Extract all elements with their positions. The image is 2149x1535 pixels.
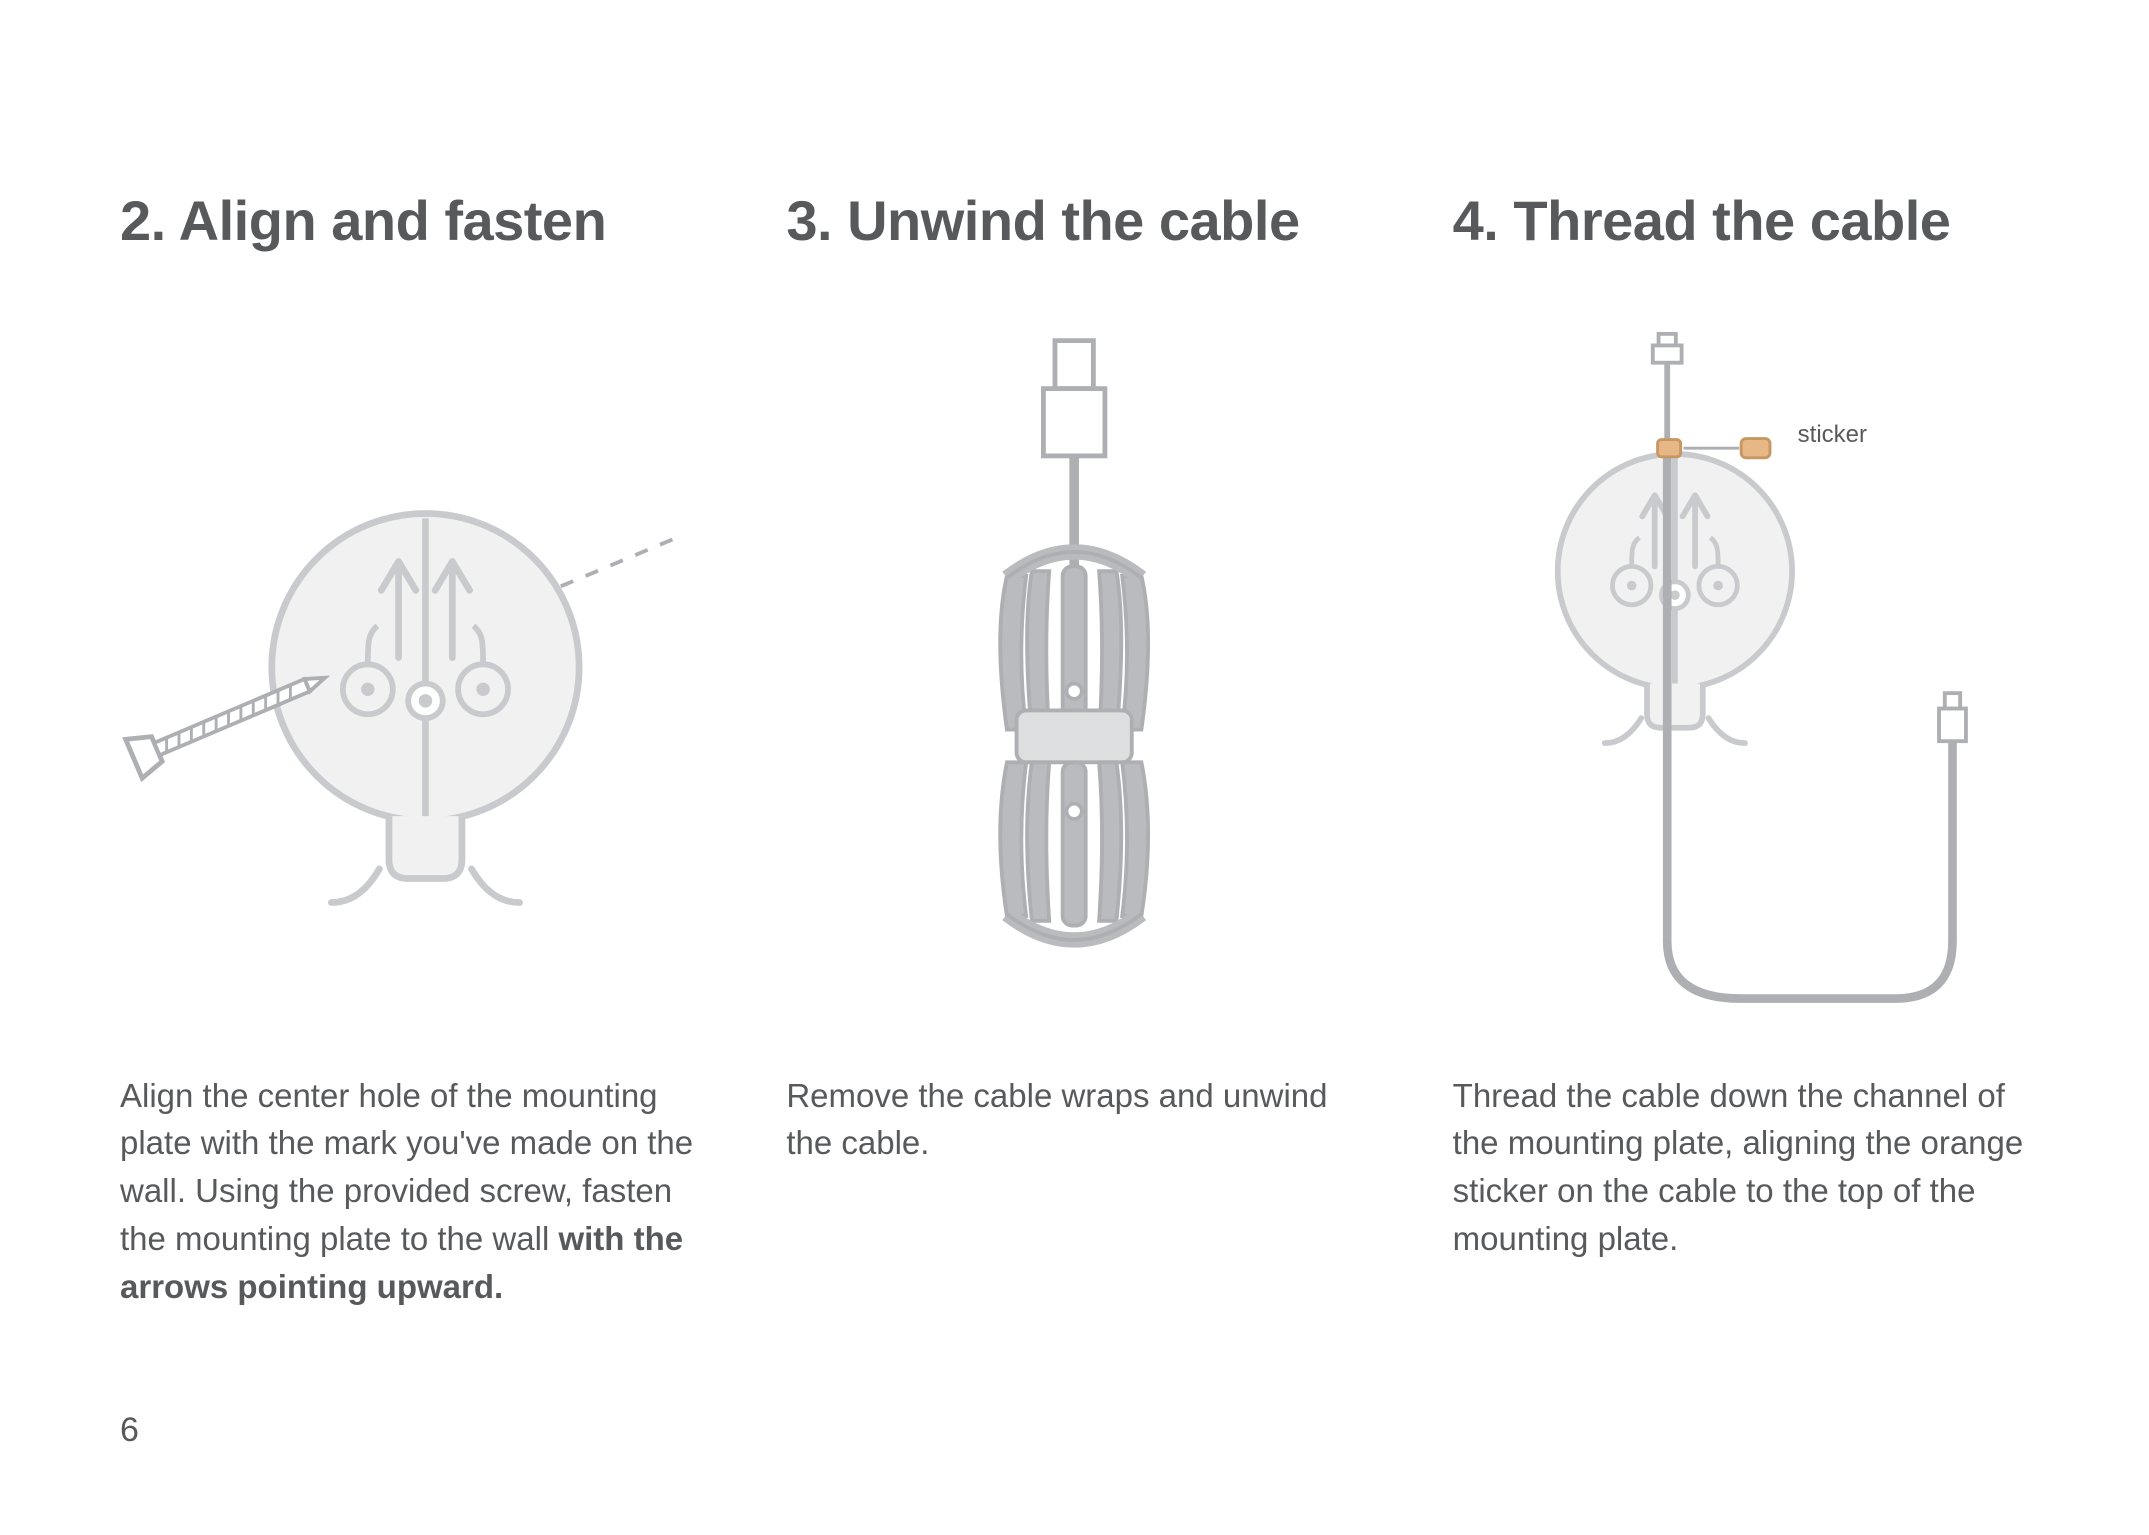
step-3: 3. Unwind the cable (786, 190, 1362, 1535)
step-3-title: 3. Unwind the cable (786, 190, 1362, 252)
step-3-desc-text: Remove the cable wraps and unwind the ca… (786, 1077, 1327, 1162)
step-4-illustration: sticker (1453, 312, 2029, 1032)
step-4-desc: Thread the cable down the channel of the… (1453, 1072, 2029, 1263)
step-4-title: 4. Thread the cable (1453, 190, 2029, 252)
step-2-desc: Align the center hole of the mounting pl… (120, 1072, 696, 1311)
step-2-title: 2. Align and fasten (120, 190, 696, 252)
step-4-desc-text: Thread the cable down the channel of the… (1453, 1077, 2024, 1258)
sticker-callout: sticker (1798, 421, 1867, 449)
page-number: 6 (120, 1411, 139, 1450)
step-3-desc: Remove the cable wraps and unwind the ca… (786, 1072, 1362, 1168)
step-4: 4. Thread the cable (1453, 190, 2029, 1535)
instruction-page: 2. Align and fasten (0, 0, 2149, 1535)
step-2: 2. Align and fasten (120, 190, 696, 1535)
step-3-illustration (786, 312, 1362, 1032)
step-2-illustration (120, 312, 696, 1032)
